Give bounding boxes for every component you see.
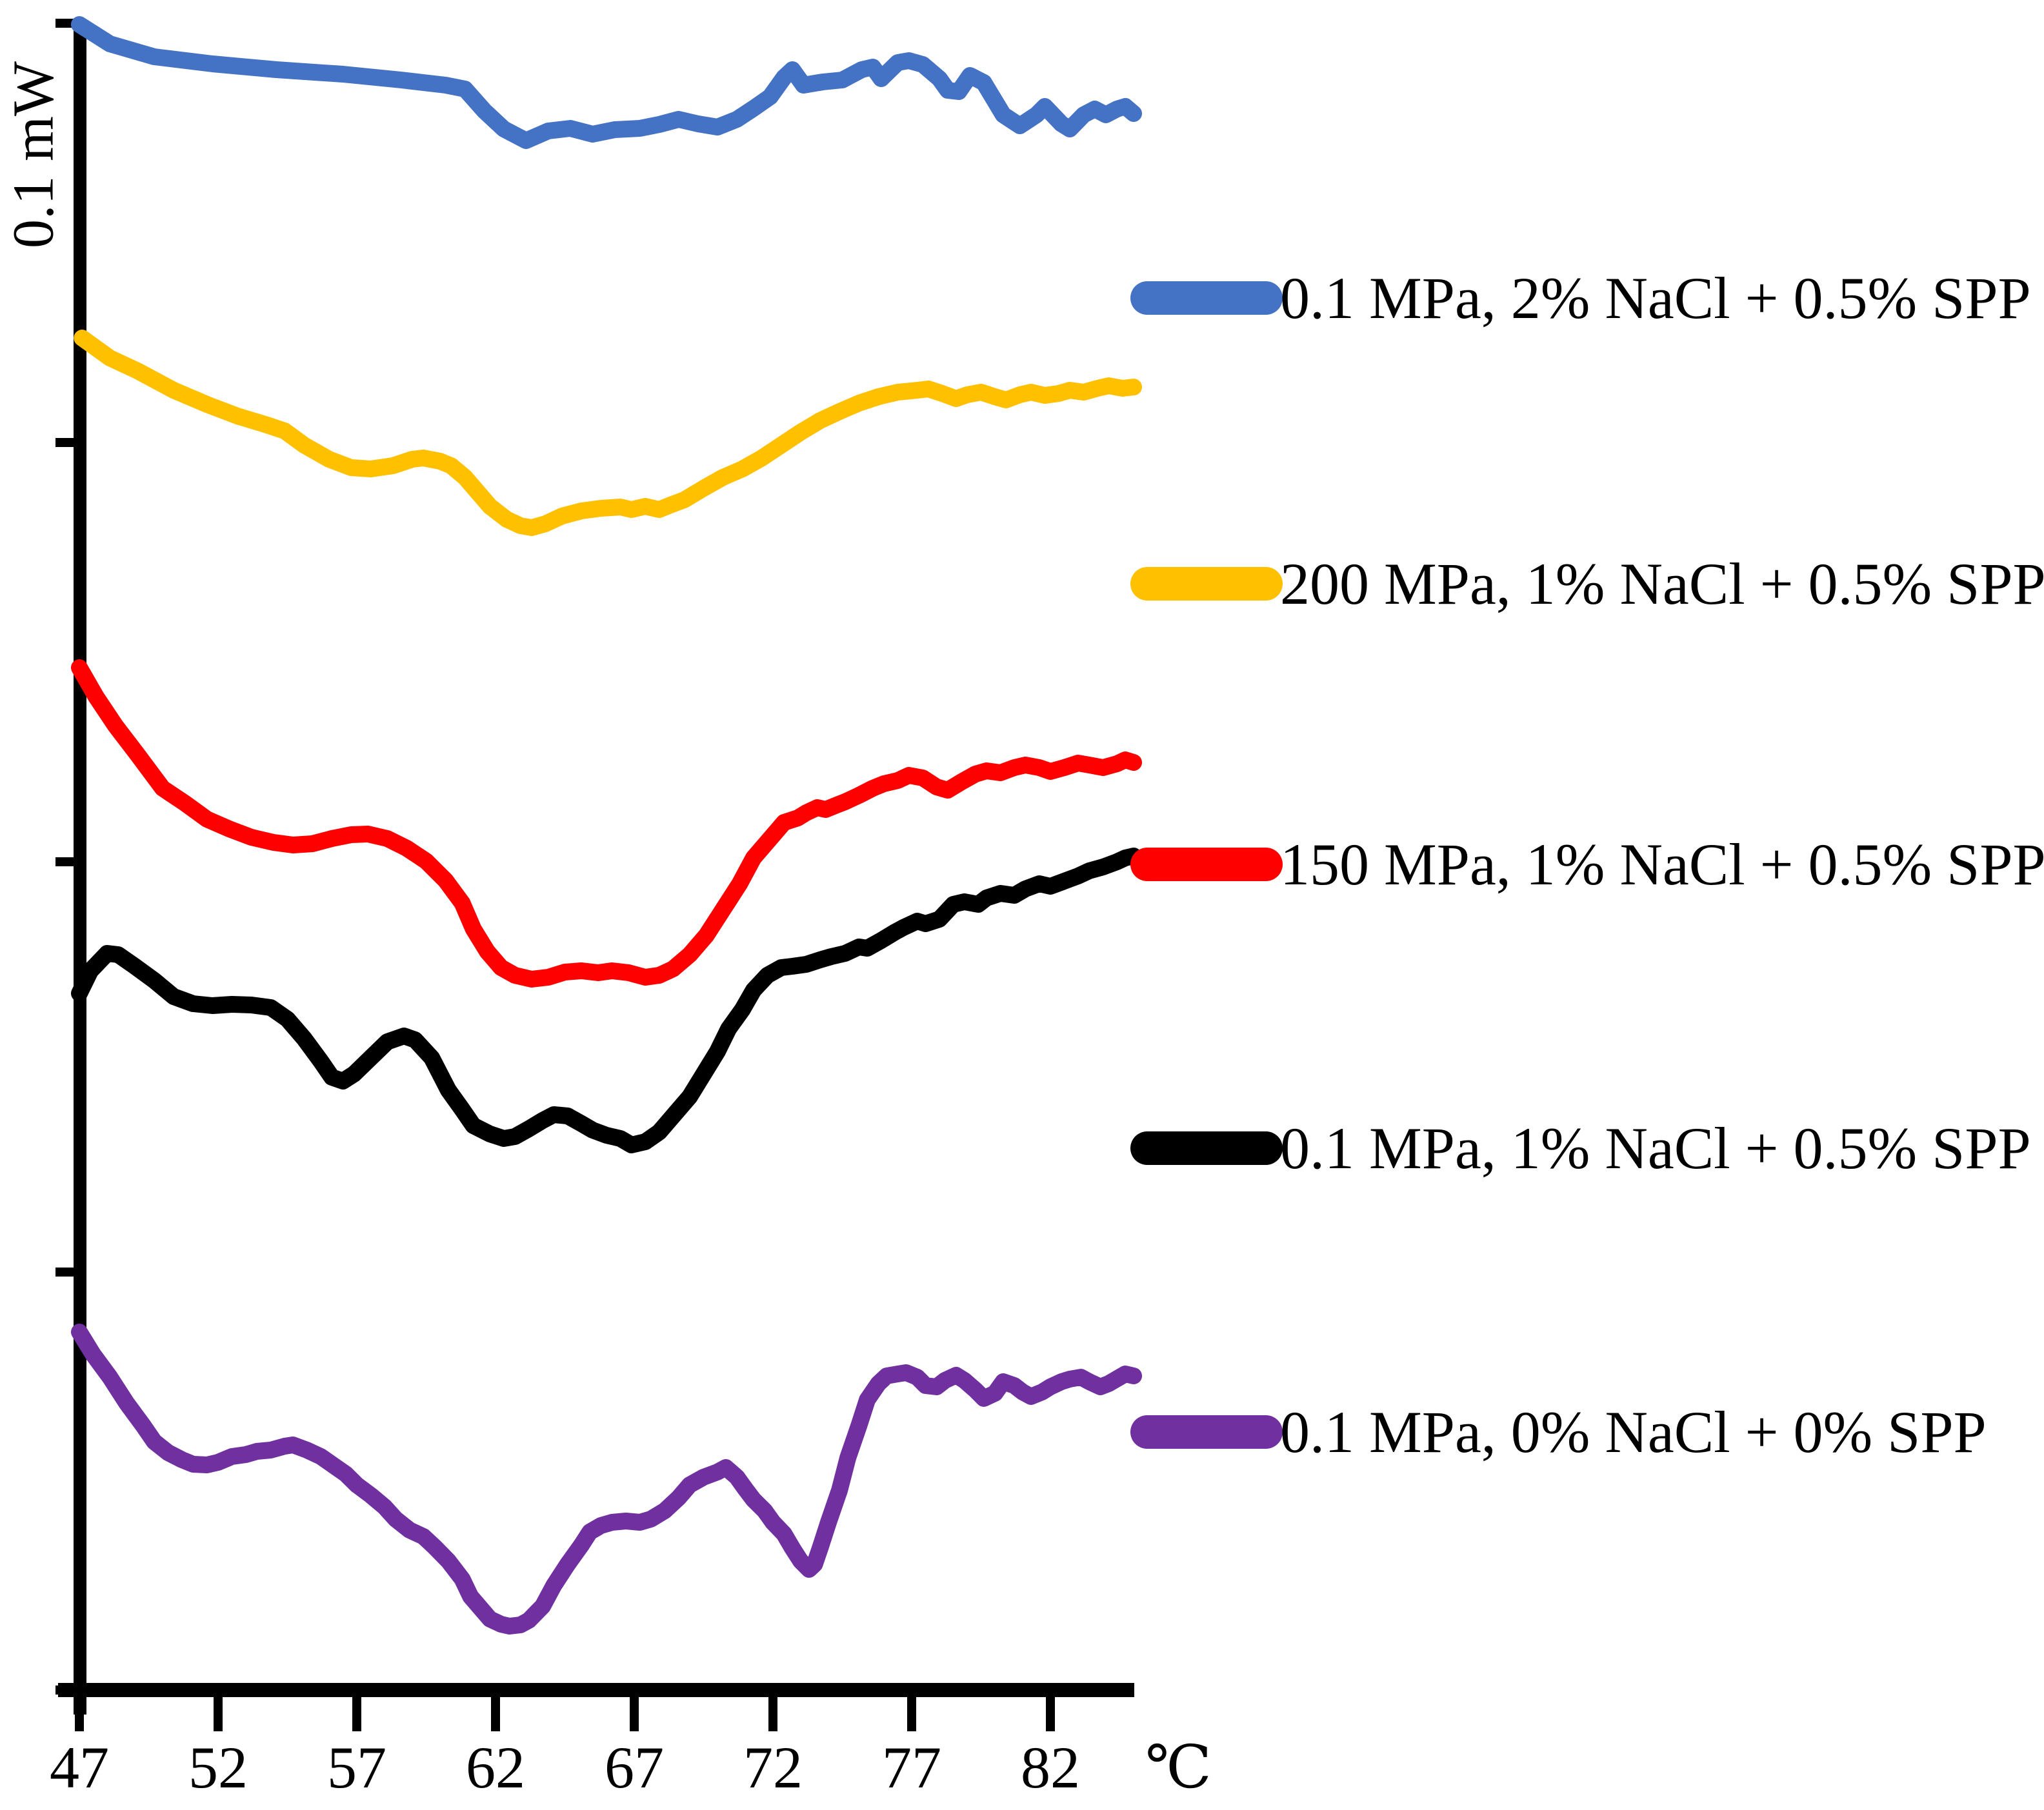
y-axis-label: 0.1 mW bbox=[2, 61, 66, 248]
x-tick-label-72: 72 bbox=[743, 1735, 803, 1800]
legend-label-0: 0.1 MPa, 2% NaCl + 0.5% SPP bbox=[1280, 265, 2031, 331]
x-tick-label-77: 77 bbox=[882, 1735, 941, 1800]
axes: 47 52 57 62 67 72 77 82 ℃ bbox=[50, 19, 1212, 1800]
axis-labels: 0.1 mW bbox=[2, 61, 66, 248]
curve-series-2 bbox=[71, 659, 1142, 988]
curves bbox=[71, 16, 1142, 1635]
legend-label-4: 0.1 MPa, 0% NaCl + 0% SPP bbox=[1280, 1399, 1987, 1465]
curve-series-3 bbox=[71, 848, 1142, 1153]
x-tick-label-67: 67 bbox=[605, 1735, 664, 1800]
x-tick-label-47: 47 bbox=[50, 1735, 109, 1800]
legend-label-1: 200 MPa, 1% NaCl + 0.5% SPP bbox=[1280, 551, 2044, 617]
curve-series-4 bbox=[71, 1324, 1142, 1635]
curve-series-1 bbox=[74, 330, 1142, 536]
x-tick-label-82: 82 bbox=[1021, 1735, 1080, 1800]
x-tick-label-57: 57 bbox=[327, 1735, 386, 1800]
x-axis-unit-label: ℃ bbox=[1145, 1735, 1212, 1800]
x-tick-label-52: 52 bbox=[188, 1735, 248, 1800]
legend-label-3: 0.1 MPa, 1% NaCl + 0.5% SPP bbox=[1280, 1115, 2031, 1181]
legend: 0.1 MPa, 2% NaCl + 0.5% SPP 200 MPa, 1% N… bbox=[1130, 265, 2044, 1465]
curve-series-0 bbox=[71, 16, 1142, 149]
legend-label-2: 150 MPa, 1% NaCl + 0.5% SPP bbox=[1280, 831, 2044, 897]
x-tick-label-62: 62 bbox=[466, 1735, 525, 1800]
